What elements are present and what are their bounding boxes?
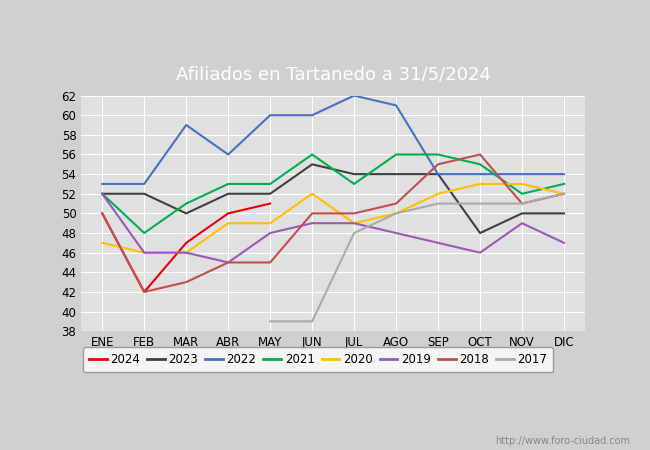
Text: Afiliados en Tartanedo a 31/5/2024: Afiliados en Tartanedo a 31/5/2024 <box>176 66 491 84</box>
Text: http://www.foro-ciudad.com: http://www.foro-ciudad.com <box>495 436 630 446</box>
Legend: 2024, 2023, 2022, 2021, 2020, 2019, 2018, 2017: 2024, 2023, 2022, 2021, 2020, 2019, 2018… <box>83 347 553 372</box>
